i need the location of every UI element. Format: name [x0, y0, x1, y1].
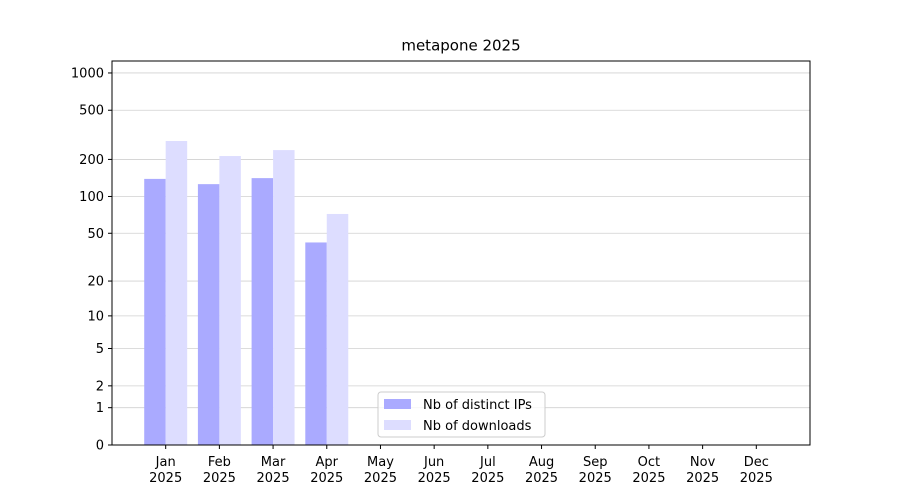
- x-tick-label: Nov 2025: [686, 455, 719, 486]
- y-tick-label: 50: [87, 227, 104, 242]
- y-tick-label: 5: [96, 342, 104, 357]
- bar: [305, 242, 327, 445]
- x-tick-label: Feb 2025: [203, 455, 236, 486]
- bar: [165, 140, 188, 445]
- x-tick-label: Mar 2025: [257, 455, 290, 486]
- y-tick-label: 200: [79, 153, 104, 168]
- chart-title: metapone 2025: [401, 37, 520, 55]
- y-tick-label: 2: [96, 379, 104, 394]
- x-tick-label: Jul 2025: [471, 455, 504, 486]
- bar: [197, 184, 220, 446]
- plot-frame: [111, 60, 811, 446]
- y-tick-label: 500: [79, 104, 104, 119]
- bar: [251, 178, 274, 446]
- x-tick-label: Jun 2025: [418, 455, 451, 486]
- legend-swatch: [384, 399, 411, 409]
- y-tick-label: 1000: [71, 66, 104, 81]
- y-tick-label: 20: [87, 275, 104, 290]
- x-tick-label: Aug 2025: [525, 455, 558, 486]
- bar: [219, 156, 241, 445]
- y-tick-label: 100: [79, 190, 104, 205]
- x-tick-label: May 2025: [364, 455, 397, 486]
- bar: [144, 178, 166, 446]
- legend-swatch: [384, 420, 411, 430]
- legend-box: [377, 391, 546, 438]
- legend-label: Nb of distinct IPs: [423, 398, 532, 413]
- x-tick-label: Apr 2025: [310, 455, 343, 486]
- x-tick-label: Jan 2025: [149, 455, 182, 486]
- bar: [326, 213, 349, 445]
- y-tick-label: 1: [96, 401, 104, 416]
- x-tick-label: Oct 2025: [632, 455, 665, 486]
- y-tick-label: 10: [87, 309, 104, 324]
- legend-label: Nb of downloads: [423, 419, 532, 434]
- x-tick-label: Sep 2025: [579, 455, 612, 486]
- bar: [273, 150, 295, 445]
- y-tick-label: 0: [96, 439, 104, 454]
- x-tick-label: Dec 2025: [740, 455, 773, 486]
